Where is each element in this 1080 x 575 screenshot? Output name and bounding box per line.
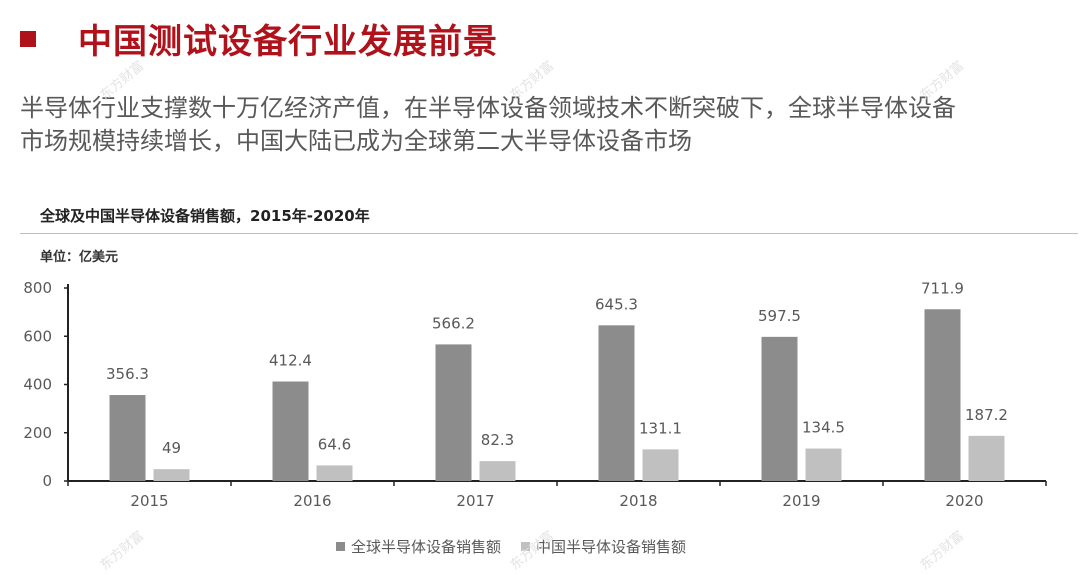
bar-china (479, 461, 516, 481)
subtitle-line-2: 市场规模持续增长，中国大陆已成为全球第二大半导体设备市场 (20, 127, 692, 155)
legend-swatch-global (336, 542, 345, 551)
legend-item-global: 全球半导体设备销售额 (336, 536, 501, 557)
bar-china (153, 469, 190, 481)
data-label-global: 356.3 (106, 365, 149, 383)
x-tick-label: 2020 (945, 492, 983, 510)
legend-label-global: 全球半导体设备销售额 (351, 538, 502, 556)
chart-divider (20, 233, 1078, 234)
y-tick-label: 200 (23, 424, 52, 442)
x-tick-label: 2019 (782, 492, 820, 510)
data-label-global: 412.4 (269, 352, 312, 370)
data-label-global: 711.9 (921, 279, 964, 297)
y-tick-label: 800 (23, 279, 52, 297)
y-tick-label: 600 (23, 327, 52, 345)
data-label-china: 131.1 (639, 419, 682, 437)
bar-global (924, 309, 961, 481)
page-title: 中国测试设备行业发展前景 (78, 22, 498, 62)
bar-china (968, 435, 1005, 481)
legend-label-china: 中国半导体设备销售额 (536, 538, 687, 556)
x-tick-label: 2016 (293, 492, 331, 510)
data-label-global: 566.2 (432, 314, 475, 332)
bar-global (761, 336, 798, 481)
data-label-china: 64.6 (318, 435, 351, 453)
data-label-china: 49 (162, 439, 181, 457)
bar-china (642, 449, 679, 481)
chart-unit-label: 单位：亿美元 (40, 250, 119, 265)
x-tick-label: 2015 (130, 492, 168, 510)
bar-global (272, 381, 309, 481)
bar-global (598, 325, 635, 481)
x-tick-label: 2017 (456, 492, 494, 510)
y-tick-label: 400 (23, 376, 52, 394)
bar-china (805, 448, 842, 481)
data-label-china: 134.5 (802, 419, 845, 437)
legend-swatch-china (521, 542, 531, 551)
chart-legend: 全球半导体设备销售额 中国半导体设备销售额 (336, 536, 706, 557)
bar-china (316, 465, 353, 481)
x-tick-label: 2018 (619, 492, 657, 510)
page-subtitle: 半导体行业支撑数十万亿经济产值，在半导体设备领域技术不断突破下，全球半导体设备 … (20, 92, 1065, 158)
y-tick-label: 0 (42, 472, 52, 490)
bar-global (435, 344, 472, 481)
chart-title: 全球及中国半导体设备销售额，2015年-2020年 (40, 207, 370, 225)
bar-global (109, 395, 146, 481)
data-label-china: 82.3 (481, 431, 514, 449)
data-label-china: 187.2 (965, 406, 1008, 424)
legend-item-china: 中国半导体设备销售额 (521, 536, 686, 557)
title-marker (20, 30, 36, 47)
title-row: 中国测试设备行业发展前景 (20, 14, 498, 63)
subtitle-line-1: 半导体行业支撑数十万亿经济产值，在半导体设备领域技术不断突破下，全球半导体设备 (20, 94, 956, 122)
data-label-global: 645.3 (595, 295, 638, 313)
data-label-global: 597.5 (758, 307, 801, 325)
